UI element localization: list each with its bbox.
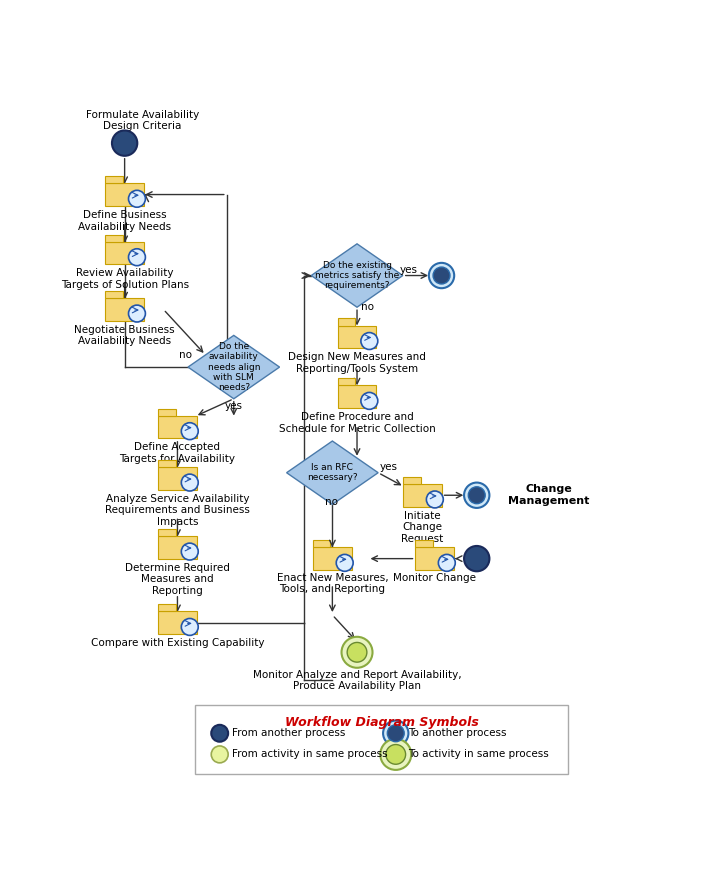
FancyBboxPatch shape [313,541,330,548]
Circle shape [181,619,198,635]
Text: yes: yes [399,265,417,275]
Circle shape [181,474,198,491]
FancyBboxPatch shape [158,536,197,558]
Text: Negotiate Business
Availability Needs: Negotiate Business Availability Needs [74,325,175,346]
FancyBboxPatch shape [313,548,352,570]
Text: Enact New Measures,
Tools, and Reporting: Enact New Measures, Tools, and Reporting [276,573,388,594]
Text: Analyze Service Availability
Requirements and Business
Impacts: Analyze Service Availability Requirement… [105,493,250,527]
FancyBboxPatch shape [105,234,123,242]
Circle shape [438,555,455,571]
Text: no: no [179,350,192,360]
Text: Monitor Analyze and Report Availability,
Produce Availability Plan: Monitor Analyze and Report Availability,… [252,670,462,691]
Circle shape [361,392,378,410]
Text: Formulate Availability
Design Criteria: Formulate Availability Design Criteria [86,109,199,131]
Text: Design New Measures and
Reporting/Tools System: Design New Measures and Reporting/Tools … [288,353,426,374]
Circle shape [433,267,450,284]
Text: From another process: From another process [233,728,346,738]
FancyBboxPatch shape [105,183,144,206]
FancyBboxPatch shape [158,460,175,467]
Circle shape [129,191,146,207]
Text: no: no [325,497,338,507]
Circle shape [380,738,411,770]
Circle shape [211,746,228,763]
Text: Do the
availability
needs align
with SLM
needs?: Do the availability needs align with SLM… [208,342,260,392]
FancyBboxPatch shape [158,612,197,634]
FancyBboxPatch shape [158,409,175,416]
FancyBboxPatch shape [105,291,123,298]
Text: Review Availability
Targets of Solution Plans: Review Availability Targets of Solution … [61,269,189,290]
Text: To activity in same process: To activity in same process [409,749,549,760]
FancyBboxPatch shape [158,416,197,438]
Circle shape [347,642,367,662]
Text: no: no [361,302,373,312]
Circle shape [386,745,406,764]
Text: From activity in same process: From activity in same process [233,749,388,760]
Text: Determine Required
Measures and
Reporting: Determine Required Measures and Reportin… [125,563,230,596]
FancyBboxPatch shape [158,529,175,536]
FancyBboxPatch shape [403,484,442,507]
FancyBboxPatch shape [338,378,355,385]
FancyBboxPatch shape [415,548,454,570]
FancyBboxPatch shape [158,467,197,490]
Circle shape [383,721,409,746]
Text: Define Accepted
Targets for Availability: Define Accepted Targets for Availability [119,443,235,464]
FancyBboxPatch shape [195,705,568,774]
Text: Monitor Change: Monitor Change [393,573,476,583]
FancyBboxPatch shape [105,242,144,264]
FancyBboxPatch shape [105,298,144,320]
Circle shape [341,637,373,668]
Text: Initiate
Change
Request: Initiate Change Request [402,511,443,544]
Text: Do the existing
metrics satisfy the
requirements?: Do the existing metrics satisfy the requ… [315,261,399,290]
FancyBboxPatch shape [338,385,376,408]
FancyBboxPatch shape [158,605,175,612]
FancyBboxPatch shape [415,541,433,548]
Text: yes: yes [380,462,397,472]
Polygon shape [311,244,403,307]
Text: Define Procedure and
Schedule for Metric Collection: Define Procedure and Schedule for Metric… [279,412,436,434]
Circle shape [468,487,485,504]
Circle shape [429,262,454,288]
FancyBboxPatch shape [338,326,376,348]
Circle shape [337,555,354,571]
Polygon shape [188,335,279,399]
Text: Change
Management: Change Management [508,485,590,506]
FancyBboxPatch shape [105,176,123,183]
Text: Workflow Diagram Symbols: Workflow Diagram Symbols [285,716,479,729]
Circle shape [387,724,404,742]
Circle shape [112,130,137,156]
Circle shape [181,423,198,439]
Circle shape [361,332,378,349]
Circle shape [129,248,146,266]
Circle shape [464,546,489,571]
Polygon shape [286,441,378,504]
Circle shape [426,491,443,508]
Circle shape [211,724,228,742]
Text: yes: yes [225,401,243,411]
Text: Is an RFC
necessary?: Is an RFC necessary? [307,463,358,482]
Circle shape [464,483,489,508]
FancyBboxPatch shape [403,477,421,484]
Text: Compare with Existing Capability: Compare with Existing Capability [90,638,264,648]
Circle shape [181,543,198,560]
Text: To another process: To another process [409,728,507,738]
FancyBboxPatch shape [338,318,355,326]
Circle shape [129,305,146,322]
Text: Define Business
Availability Needs: Define Business Availability Needs [78,210,171,232]
